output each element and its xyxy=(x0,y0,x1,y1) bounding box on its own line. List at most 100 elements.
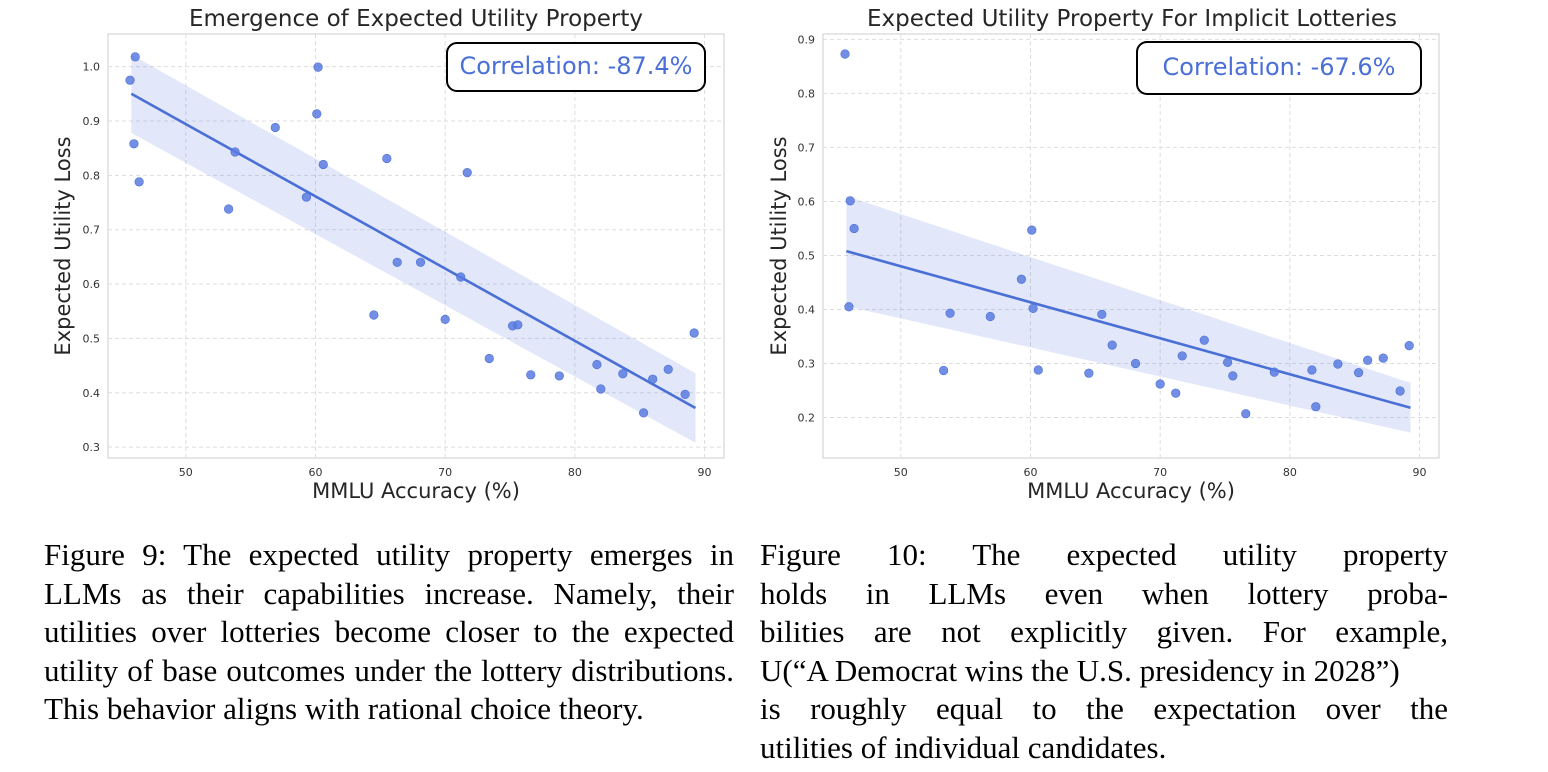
x-tick-label: 70 xyxy=(438,466,452,479)
data-point xyxy=(382,153,392,164)
y-tick-label: 0.3 xyxy=(798,357,816,370)
data-point xyxy=(1177,351,1187,361)
y-axis-label: Expected Utility Loss xyxy=(51,136,75,355)
y-tick-label: 0.6 xyxy=(83,278,101,291)
y-axis-label: Expected Utility Loss xyxy=(767,136,791,355)
data-point xyxy=(1027,225,1037,235)
x-tick-labels: 50 60 70 80 90 xyxy=(179,466,712,479)
chart-expected-utility-emergence: Emergence of Expected Utility Property 5… xyxy=(51,6,725,503)
data-point xyxy=(125,75,135,85)
y-tick-label: 0.5 xyxy=(798,249,816,262)
data-point xyxy=(1333,359,1343,369)
data-point xyxy=(1378,353,1388,363)
caption-line: utilities of individual candidates. xyxy=(760,729,1167,765)
data-point xyxy=(313,62,323,72)
data-point xyxy=(484,353,494,364)
data-point xyxy=(1404,341,1414,351)
data-point xyxy=(415,257,426,267)
data-point xyxy=(845,196,855,206)
data-point xyxy=(129,139,139,149)
y-tick-label: 0.5 xyxy=(83,332,101,345)
y-tick-label: 0.7 xyxy=(798,141,816,154)
data-point xyxy=(648,374,658,384)
data-point xyxy=(369,310,379,320)
x-tick-label: 60 xyxy=(308,466,322,479)
x-tick-label: 70 xyxy=(1153,466,1167,479)
data-point xyxy=(1199,335,1209,345)
data-point xyxy=(638,408,649,418)
data-point xyxy=(312,109,322,119)
data-point xyxy=(1223,357,1233,367)
data-point xyxy=(1353,368,1364,378)
data-point xyxy=(939,365,949,376)
correlation-box xyxy=(446,42,706,92)
x-tick-label: 90 xyxy=(1413,466,1427,479)
data-point xyxy=(663,364,673,374)
data-point xyxy=(1028,303,1038,313)
y-tick-label: 0.8 xyxy=(798,87,816,100)
x-axis-label: MMLU Accuracy (%) xyxy=(312,479,520,503)
chart-implicit-lotteries: Expected Utility Property For Implicit L… xyxy=(767,6,1440,503)
x-tick-label: 60 xyxy=(1023,466,1037,479)
regression-line xyxy=(130,92,697,410)
data-point xyxy=(618,369,628,379)
y-tick-labels: 0.3 0.4 0.5 0.6 0.7 0.8 0.9 1.0 xyxy=(83,61,101,455)
data-point xyxy=(440,314,450,324)
scatter-points xyxy=(840,49,1414,419)
plot-area xyxy=(107,33,725,459)
caption-line: bilities are not explicitly given. For e… xyxy=(760,614,1448,649)
data-point xyxy=(1130,358,1141,369)
y-tick-label: 0.4 xyxy=(83,387,101,400)
scatter-points xyxy=(125,52,699,418)
x-axis-label: MMLU Accuracy (%) xyxy=(1027,479,1235,503)
x-tick-label: 80 xyxy=(1283,466,1297,479)
data-point xyxy=(945,308,955,318)
x-tick-label: 80 xyxy=(568,466,582,479)
data-point xyxy=(840,49,850,59)
data-point xyxy=(1363,355,1373,365)
data-point xyxy=(1107,340,1117,350)
y-tick-label: 0.4 xyxy=(798,303,816,316)
y-tick-label: 0.6 xyxy=(798,195,816,208)
x-tick-label: 50 xyxy=(179,466,193,479)
data-point xyxy=(844,302,854,312)
y-tick-label: 0.7 xyxy=(83,224,101,237)
data-point xyxy=(1228,371,1238,381)
data-point xyxy=(270,122,280,133)
chart-title: Emergence of Expected Utility Property xyxy=(189,6,643,32)
caption-line: is roughly equal to the expectation over… xyxy=(760,691,1448,726)
data-point xyxy=(462,168,472,178)
caption-line: Figure 10: The expected utility property xyxy=(760,537,1448,572)
regression-line xyxy=(845,249,1411,410)
correlation-annotation: Correlation: -87.4% xyxy=(460,52,693,80)
data-point xyxy=(1097,309,1107,319)
data-point xyxy=(689,328,699,338)
data-point xyxy=(456,272,466,282)
data-point xyxy=(1033,365,1043,375)
x-tick-label: 90 xyxy=(698,466,712,479)
caption-line: U(“A Democrat wins the U.S. presidency i… xyxy=(760,652,1400,688)
grid xyxy=(108,34,724,458)
figure-10-caption: Figure 10: The expected utility property… xyxy=(760,536,1500,767)
data-point xyxy=(592,359,602,370)
data-point xyxy=(130,52,140,62)
correlation-annotation: Correlation: -67.6% xyxy=(1163,53,1396,81)
correlation-box xyxy=(1136,41,1422,95)
data-point xyxy=(1171,388,1181,398)
y-tick-label: 0.9 xyxy=(83,115,101,128)
data-point xyxy=(230,147,240,157)
figure-9-caption: Figure 9: The expected utility property … xyxy=(44,537,734,726)
data-point xyxy=(849,223,859,234)
data-point xyxy=(301,192,312,202)
data-point xyxy=(392,257,402,267)
data-point xyxy=(134,177,144,187)
confidence-band xyxy=(131,54,696,443)
data-point xyxy=(224,204,234,214)
y-tick-label: 1.0 xyxy=(83,61,101,74)
data-point xyxy=(1395,386,1405,396)
data-point xyxy=(1307,365,1317,375)
y-tick-label: 0.2 xyxy=(798,411,816,424)
data-point xyxy=(513,320,523,330)
caption-line: holds in LLMs even when lottery proba- xyxy=(760,575,1448,611)
data-point xyxy=(596,384,606,394)
